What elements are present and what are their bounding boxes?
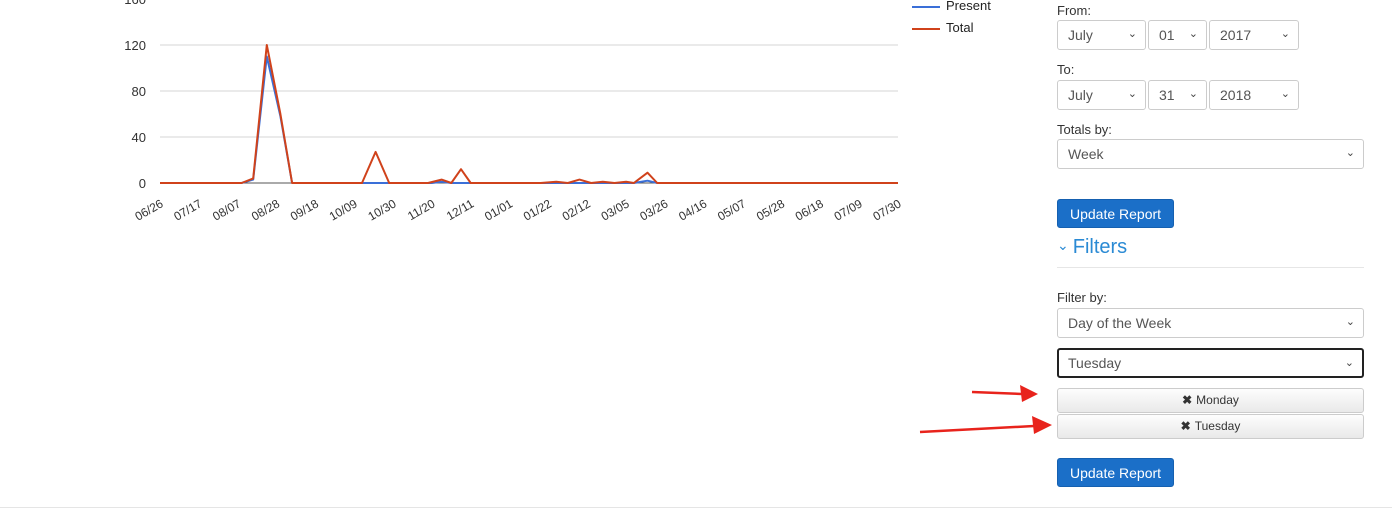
from-month-value: July <box>1068 27 1093 43</box>
close-icon: ✖ <box>1180 419 1191 433</box>
x-tick-label: 06/26 <box>132 196 165 223</box>
remove-filter-tuesday-button[interactable]: ✖ Tuesday <box>1057 414 1364 439</box>
legend-item-present: Present <box>912 0 991 13</box>
to-day-select[interactable]: 31 ⌄ <box>1148 80 1207 110</box>
close-icon: ✖ <box>1182 393 1193 407</box>
x-tick-label: 03/26 <box>637 196 670 223</box>
footer-divider <box>0 507 1392 508</box>
legend-item-total: Total <box>912 20 973 35</box>
x-tick-label: 08/28 <box>249 196 282 223</box>
totals-by-select[interactable]: Week ⌄ <box>1057 139 1364 169</box>
filter-value-select[interactable]: Tuesday ⌄ <box>1057 348 1364 378</box>
filter-tag-label: Monday <box>1196 393 1239 407</box>
x-tick-label: 05/28 <box>754 196 787 223</box>
filter-value-value: Tuesday <box>1068 355 1122 371</box>
x-tick-label: 01/01 <box>482 196 515 223</box>
from-day-value: 01 <box>1159 27 1175 43</box>
from-year-value: 2017 <box>1220 27 1252 43</box>
chevron-down-icon: ⌄ <box>1344 357 1354 369</box>
chevron-down-icon: ⌄ <box>1188 28 1198 40</box>
x-tick-label: 06/18 <box>793 196 826 223</box>
to-day-value: 31 <box>1159 87 1175 103</box>
x-tick-label: 10/30 <box>366 196 399 223</box>
legend-label-present: Present <box>946 0 991 13</box>
x-tick-label: 12/11 <box>444 196 477 223</box>
x-tick-label: 07/09 <box>832 196 865 223</box>
series-line-total <box>160 44 898 184</box>
chevron-down-icon: ⌄ <box>1127 88 1137 100</box>
x-tick-label: 02/12 <box>560 196 593 223</box>
x-tick-label: 04/16 <box>676 196 709 223</box>
y-tick-label: 0 <box>139 176 146 191</box>
chevron-down-icon: ⌄ <box>1345 316 1355 328</box>
line-chart: 0 40 80 120 160 06/2607/1708/0708/2809/1810/0… <box>124 0 903 224</box>
x-tick-label: 09/18 <box>288 196 321 223</box>
from-label: From: <box>1057 3 1091 18</box>
y-tick-label: 160 <box>124 0 146 7</box>
x-tick-label: 10/09 <box>327 196 360 223</box>
legend-swatch-total <box>912 27 940 30</box>
remove-filter-monday-button[interactable]: ✖ Monday <box>1057 388 1364 413</box>
totals-by-value: Week <box>1068 146 1104 162</box>
x-tick-label: 11/20 <box>405 196 438 223</box>
chevron-down-icon: ⌄ <box>1057 237 1069 253</box>
filters-toggle[interactable]: ⌄ Filters <box>1057 236 1127 259</box>
series-line-present <box>160 55 898 184</box>
x-tick-label: 03/05 <box>599 196 632 223</box>
x-tick-label: 07/17 <box>171 196 204 223</box>
filter-by-select[interactable]: Day of the Week ⌄ <box>1057 308 1364 338</box>
chevron-down-icon: ⌄ <box>1188 88 1198 100</box>
filters-heading: Filters <box>1072 236 1128 258</box>
to-month-select[interactable]: July ⌄ <box>1057 80 1146 110</box>
to-label: To: <box>1057 62 1075 77</box>
x-tick-label: 05/07 <box>715 196 748 223</box>
filter-by-value: Day of the Week <box>1068 315 1172 331</box>
y-tick-label: 40 <box>132 130 146 145</box>
from-day-select[interactable]: 01 ⌄ <box>1148 20 1207 50</box>
legend-swatch-present <box>912 5 940 8</box>
to-month-value: July <box>1068 87 1093 103</box>
totals-by-label: Totals by: <box>1057 122 1112 137</box>
to-year-value: 2018 <box>1220 87 1252 103</box>
filter-by-label: Filter by: <box>1057 290 1107 305</box>
from-month-select[interactable]: July ⌄ <box>1057 20 1146 50</box>
y-tick-label: 80 <box>132 84 146 99</box>
from-year-select[interactable]: 2017 ⌄ <box>1209 20 1299 50</box>
arrow-icon <box>971 385 1038 402</box>
chevron-down-icon: ⌄ <box>1127 28 1137 40</box>
x-tick-label: 08/07 <box>210 196 243 223</box>
legend-label-total: Total <box>946 20 974 35</box>
chevron-down-icon: ⌄ <box>1280 88 1290 100</box>
update-report-button-2[interactable]: Update Report <box>1057 458 1175 487</box>
chevron-down-icon: ⌄ <box>1280 28 1290 40</box>
annotation-arrows <box>919 385 1052 434</box>
filters-divider <box>1057 267 1364 268</box>
update-report-button[interactable]: Update Report <box>1057 199 1175 228</box>
arrow-icon <box>919 416 1052 434</box>
to-year-select[interactable]: 2018 ⌄ <box>1209 80 1299 110</box>
chevron-down-icon: ⌄ <box>1345 147 1355 159</box>
x-tick-label: 07/30 <box>870 196 903 223</box>
y-tick-label: 120 <box>124 38 146 53</box>
filter-tag-label: Tuesday <box>1194 419 1241 433</box>
x-tick-label: 01/22 <box>521 196 554 223</box>
